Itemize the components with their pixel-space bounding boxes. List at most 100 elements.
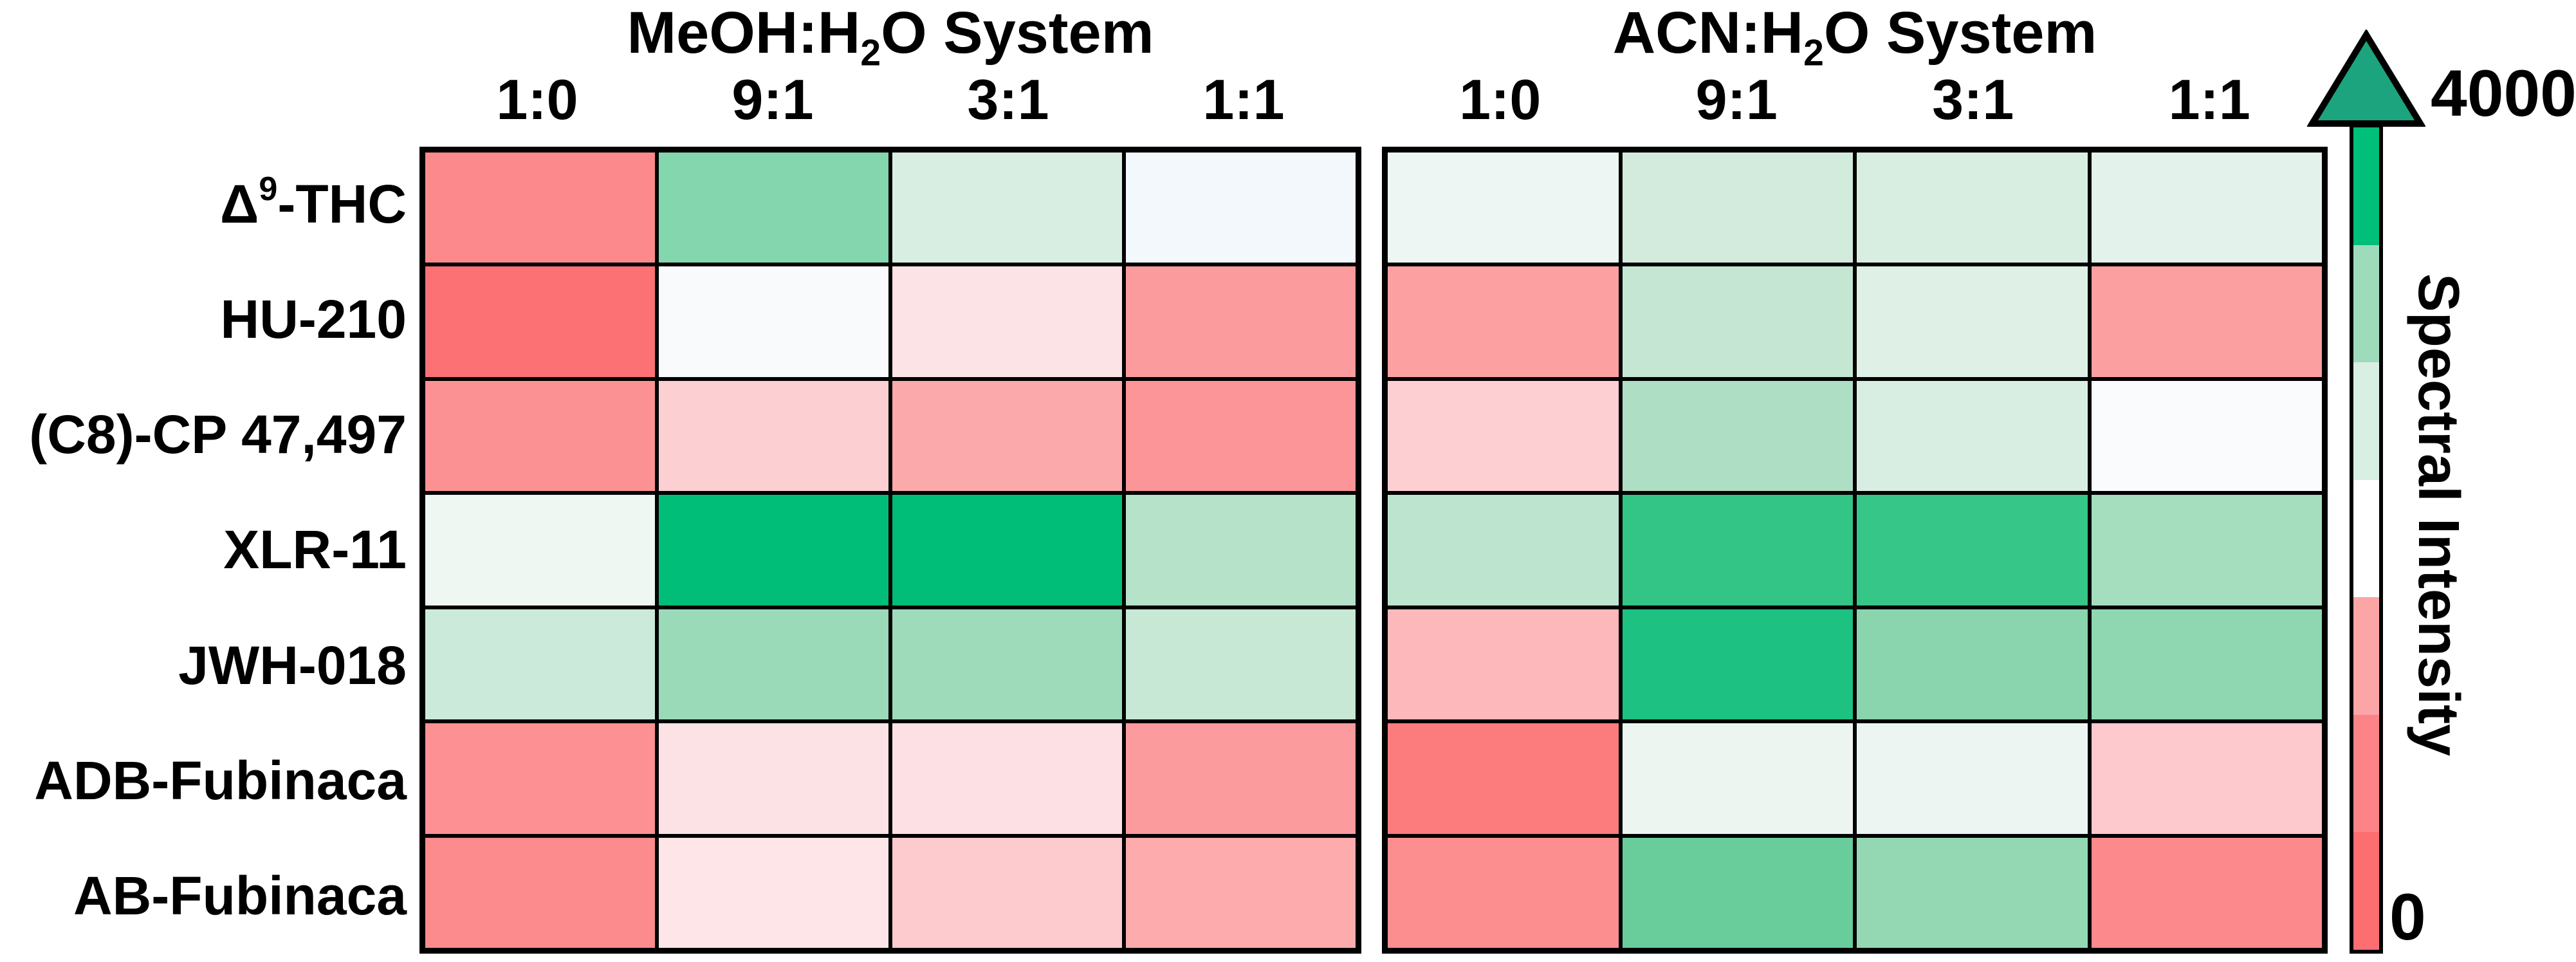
panel-title-acn: ACN:H2O System — [1382, 0, 2328, 71]
heatmap-cell — [1126, 153, 1356, 263]
heatmap-cell — [1388, 380, 1619, 492]
panel-title-acn-text2: O System — [1823, 0, 2097, 66]
heatmap-cell — [1622, 609, 1853, 720]
row-label-text: HU-210 — [220, 289, 407, 350]
heatmap-cell — [659, 153, 888, 263]
row-label-hu-210: HU-210 — [0, 262, 407, 377]
col-label-acn-3-1: 3:1 — [1932, 68, 2014, 131]
heatmap-cell — [1857, 266, 2088, 377]
row-label-adb-fubinaca: ADB-Fubinaca — [0, 723, 407, 838]
row-label-text: -THC — [277, 174, 407, 235]
colorbar-segment — [2353, 832, 2379, 950]
colorbar-min-label: 0 — [2389, 880, 2426, 954]
heatmap-cell — [1857, 380, 2088, 492]
heatmap-cell — [2091, 723, 2322, 834]
heatmap-cell — [1622, 837, 1853, 948]
row-label-ab-fubinaca: AB-Fubinaca — [0, 838, 407, 954]
heatmap-cell — [2091, 609, 2322, 720]
heatmap-cell — [425, 380, 655, 492]
heatmap-acn — [1382, 147, 2328, 954]
heatmap-cell — [1388, 723, 1619, 834]
heatmap-cell — [425, 609, 655, 720]
heatmap-cell — [1857, 609, 2088, 720]
heatmap-cell — [1388, 609, 1619, 720]
heatmap-cell — [1622, 723, 1853, 834]
col-label-meoh-3-1: 3:1 — [967, 68, 1049, 131]
panel-title-meoh-text: MeOH:H — [627, 0, 861, 66]
row-label-jwh-018: JWH-018 — [0, 608, 407, 723]
heatmap-cell — [1857, 837, 2088, 948]
col-label-acn-9-1: 9:1 — [1695, 68, 1778, 131]
heatmap-cell — [2091, 380, 2322, 492]
heatmap-cell — [892, 723, 1122, 834]
row-label-c8-cp-47497: (C8)-CP 47,497 — [0, 377, 407, 492]
heatmap-cell — [1388, 266, 1619, 377]
heatmap-cell — [892, 609, 1122, 720]
heatmap-cell — [659, 495, 888, 606]
colorbar-max-label: 4000 — [2431, 57, 2576, 130]
col-label-meoh-9-1: 9:1 — [731, 68, 814, 131]
heatmap-cell — [892, 837, 1122, 948]
heatmap-cell — [2091, 495, 2322, 606]
col-label-meoh-1-0: 1:0 — [496, 68, 578, 131]
row-label-text: XLR-11 — [223, 519, 407, 580]
heatmap-cell — [1126, 380, 1356, 492]
colorbar-segment — [2353, 479, 2379, 598]
heatmap-cell — [1857, 495, 2088, 606]
colorbar-gradient — [2350, 124, 2383, 954]
colorbar-segment — [2353, 362, 2379, 480]
heatmap-cell — [425, 495, 655, 606]
row-label-text: ADB-Fubinaca — [34, 750, 407, 811]
row-label-text: Δ — [220, 174, 259, 235]
heatmap-cell — [1388, 837, 1619, 948]
heatmap-cell — [1622, 380, 1853, 492]
col-label-meoh-1-1: 1:1 — [1202, 68, 1285, 131]
row-label-text: JWH-018 — [178, 634, 407, 696]
heatmap-cell — [659, 837, 888, 948]
row-label-text: AB-Fubinaca — [73, 865, 407, 926]
heatmap-cell — [659, 723, 888, 834]
row-label-superscript: 9 — [259, 171, 278, 208]
heatmap-cell — [2091, 153, 2322, 263]
panel-title-meoh: MeOH:H2O System — [419, 0, 1361, 71]
panel-title-acn-text: ACN:H — [1612, 0, 1804, 66]
panel-title-meoh-subscript: 2 — [860, 32, 881, 74]
heatmap-cell — [1126, 837, 1356, 948]
colorbar-segment — [2353, 714, 2379, 833]
col-label-acn-1-0: 1:0 — [1459, 68, 1541, 131]
heatmap-cell — [2091, 266, 2322, 377]
heatmap-cell — [1622, 266, 1853, 377]
heatmap-cell — [1126, 723, 1356, 834]
colorbar-segment — [2353, 597, 2379, 715]
colorbar-title: Spectral Intensity — [2406, 273, 2470, 757]
heatmap-meoh — [419, 147, 1361, 954]
heatmap-cell — [1126, 609, 1356, 720]
heatmap-cell — [2091, 837, 2322, 948]
heatmap-cell — [1622, 495, 1853, 606]
heatmap-cell — [425, 266, 655, 377]
heatmap-cell — [425, 153, 655, 263]
heatmap-cell — [1857, 723, 2088, 834]
heatmap-cell — [659, 266, 888, 377]
heatmap-cell — [892, 153, 1122, 263]
colorbar-segment — [2353, 127, 2379, 245]
row-label-text: (C8)-CP 47,497 — [29, 404, 407, 465]
panel-title-acn-subscript: 2 — [1803, 32, 1824, 74]
heatmap-cell — [659, 380, 888, 492]
heatmap-cell — [1388, 495, 1619, 606]
row-label-column: Δ 9 -THC HU-210 (C8)-CP 47,497 XLR-11 JWH-… — [0, 147, 407, 954]
column-header-row-meoh: 1:0 9:1 3:1 1:1 — [419, 62, 1361, 138]
colorbar-segment — [2353, 245, 2379, 363]
heatmap-cell — [1857, 153, 2088, 263]
panel-title-meoh-text2: O System — [881, 0, 1154, 66]
column-header-row-acn: 1:0 9:1 3:1 1:1 — [1382, 62, 2328, 138]
heatmap-cell — [425, 837, 655, 948]
row-label-d9-thc: Δ 9 -THC — [0, 147, 407, 262]
heatmap-cell — [1388, 153, 1619, 263]
heatmap-cell — [425, 723, 655, 834]
heatmap-cell — [1126, 266, 1356, 377]
heatmap-cell — [892, 495, 1122, 606]
heatmap-cell — [1126, 495, 1356, 606]
heatmap-cell — [892, 266, 1122, 377]
